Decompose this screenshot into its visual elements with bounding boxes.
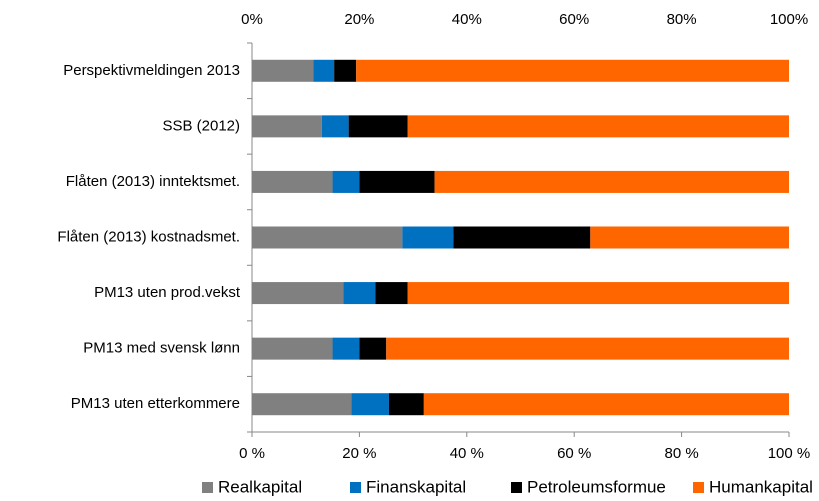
bar-segment bbox=[252, 59, 314, 82]
bar-segment bbox=[252, 393, 352, 416]
bar-segment bbox=[407, 282, 789, 305]
x-tick-label: 60 % bbox=[557, 445, 591, 462]
bar-segment bbox=[359, 170, 435, 193]
bar-segment bbox=[402, 226, 454, 249]
bar-segment bbox=[332, 337, 360, 360]
legend-label: Humankapital bbox=[709, 477, 813, 496]
bar-segment bbox=[332, 170, 360, 193]
bar-segment bbox=[334, 59, 357, 82]
legend-swatch bbox=[202, 482, 213, 493]
bar-segment bbox=[356, 59, 789, 82]
bar-segment bbox=[313, 59, 335, 82]
y-tick-label: Flåten (2013) kostnadsmet. bbox=[57, 228, 240, 245]
bar-segment bbox=[434, 170, 789, 193]
bar-segment bbox=[252, 115, 322, 138]
y-tick-label: Flåten (2013) inntektsmet. bbox=[66, 173, 240, 190]
bar-segment bbox=[252, 226, 403, 249]
y-tick-label: PM13 med svensk lønn bbox=[83, 340, 240, 357]
bar-segment bbox=[252, 170, 333, 193]
x-tick-label-top: 60% bbox=[559, 11, 589, 28]
bar-segment bbox=[343, 282, 376, 305]
x-tick-label-top: 100% bbox=[770, 11, 808, 28]
legend-label: Petroleumsformue bbox=[527, 477, 666, 496]
bar-segment bbox=[359, 337, 387, 360]
legend-swatch bbox=[511, 482, 522, 493]
legend-label: Realkapital bbox=[218, 477, 302, 496]
y-tick-label: PM13 uten etterkommere bbox=[71, 395, 240, 412]
x-tick-label: 100 % bbox=[768, 445, 811, 462]
y-tick-label: PM13 uten prod.vekst bbox=[94, 284, 241, 301]
bar-segment bbox=[252, 282, 344, 305]
bar-segment bbox=[375, 282, 408, 305]
bar-segment bbox=[386, 337, 789, 360]
x-tick-label: 40 % bbox=[450, 445, 484, 462]
x-tick-label-top: 20% bbox=[344, 11, 374, 28]
x-tick-label-top: 0% bbox=[241, 11, 263, 28]
bar-segment bbox=[590, 226, 789, 249]
bar-segment bbox=[351, 393, 389, 416]
x-tick-label: 80 % bbox=[664, 445, 698, 462]
bar-segment bbox=[423, 393, 789, 416]
x-tick-label-top: 80% bbox=[667, 11, 697, 28]
y-tick-label: SSB (2012) bbox=[162, 117, 240, 134]
bar-segment bbox=[252, 337, 333, 360]
x-tick-label-top: 40% bbox=[452, 11, 482, 28]
bar-segment bbox=[321, 115, 349, 138]
bar-segment bbox=[388, 393, 424, 416]
legend-swatch bbox=[350, 482, 361, 493]
bar-segment bbox=[407, 115, 789, 138]
bar-segment bbox=[348, 115, 408, 138]
bar-segment bbox=[453, 226, 591, 249]
x-tick-label: 0 % bbox=[239, 445, 265, 462]
legend-label: Finanskapital bbox=[366, 477, 466, 496]
x-tick-label: 20 % bbox=[342, 445, 376, 462]
y-tick-label: Perspektivmeldingen 2013 bbox=[63, 62, 240, 79]
legend-swatch bbox=[693, 482, 704, 493]
